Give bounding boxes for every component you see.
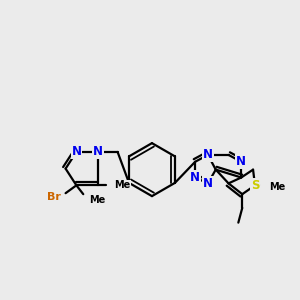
- Text: Me: Me: [269, 182, 285, 192]
- Text: N: N: [93, 146, 103, 158]
- Text: Me: Me: [89, 195, 105, 205]
- Text: N: N: [190, 171, 200, 184]
- Text: Br: Br: [47, 192, 61, 202]
- Text: N: N: [236, 155, 246, 168]
- Text: N: N: [203, 177, 213, 190]
- Text: S: S: [251, 179, 259, 192]
- Text: Me: Me: [114, 180, 130, 190]
- Text: N: N: [203, 148, 213, 161]
- Text: N: N: [71, 146, 81, 158]
